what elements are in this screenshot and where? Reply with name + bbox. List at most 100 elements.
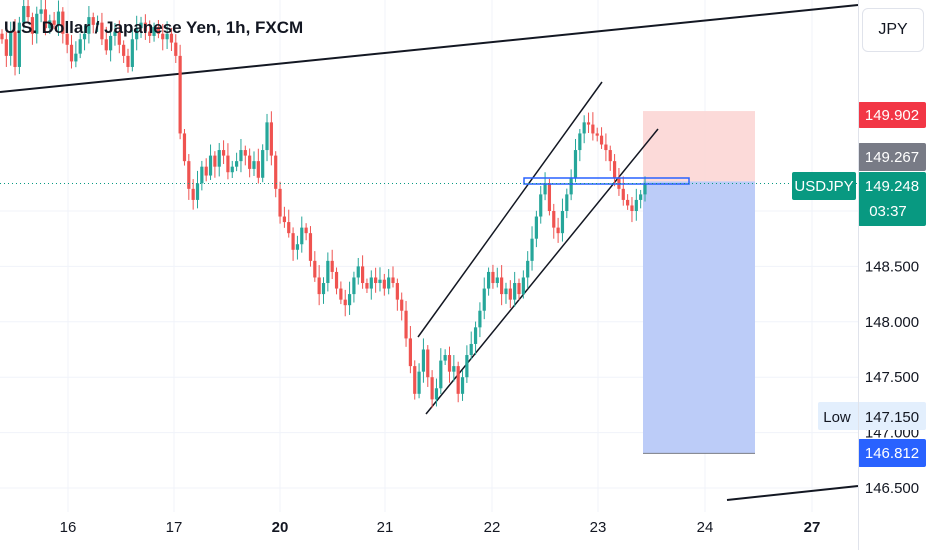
- candle-body: [330, 260, 334, 272]
- candle-body: [208, 155, 213, 176]
- candle-body: [274, 155, 278, 189]
- candle-body: [469, 343, 473, 356]
- candle-body: [321, 283, 326, 295]
- candle-body: [156, 27, 161, 34]
- target-price-tag-bg: [858, 439, 926, 467]
- stop-loss-zone: [643, 111, 755, 182]
- candle-body: [261, 150, 265, 178]
- candle-body: [569, 177, 573, 195]
- candle-body: [74, 53, 78, 62]
- candle-body: [243, 150, 247, 156]
- candle-body: [586, 122, 591, 125]
- candle-body: [404, 310, 408, 339]
- time-tick-label: 20: [272, 519, 289, 536]
- candle-body: [82, 33, 87, 40]
- candle-body: [69, 44, 74, 62]
- candle-body: [599, 135, 604, 145]
- candle-body: [465, 355, 469, 378]
- candle-body: [530, 238, 534, 261]
- chart-title: U.S. Dollar / Japanese Yen, 1h, FXCM: [4, 18, 304, 37]
- low-label: Low: [823, 409, 851, 426]
- candle-body: [152, 27, 156, 36]
- candle-body: [604, 144, 608, 151]
- candle-body: [178, 55, 182, 134]
- candle-body: [169, 33, 174, 43]
- candle-body: [426, 349, 430, 378]
- candle-body: [252, 161, 256, 169]
- candle-body: [174, 42, 178, 56]
- stop-price-tag-bg: [858, 102, 926, 128]
- candle-body: [239, 150, 243, 162]
- candle-body: [282, 216, 286, 223]
- upper-trendline: [0, 4, 859, 93]
- candle-body: [582, 122, 586, 134]
- candle-body: [334, 271, 339, 289]
- entry-price-tag-text: 149.267: [865, 149, 919, 166]
- candle-body: [26, 6, 30, 18]
- candle-body: [78, 39, 82, 54]
- countdown-text: 03:37: [869, 203, 907, 220]
- candle-body: [130, 39, 134, 67]
- candle-body: [347, 294, 352, 306]
- candle-body: [400, 299, 404, 311]
- candle-body: [534, 216, 538, 239]
- candle-body: [526, 260, 530, 278]
- candle-body: [486, 271, 491, 289]
- candle-body: [430, 377, 434, 400]
- candle-body: [369, 277, 373, 289]
- time-tick-label: 21: [377, 519, 394, 536]
- entry-price-tag-bg: [858, 143, 926, 171]
- candle-body: [473, 327, 478, 344]
- candle-body: [235, 161, 239, 167]
- candle-body: [91, 17, 95, 25]
- candle-body: [630, 205, 634, 211]
- candle-body: [343, 299, 347, 306]
- candle-body: [9, 31, 13, 56]
- candle-body: [291, 233, 295, 250]
- price-tick-label: 148.000: [865, 314, 919, 331]
- candle-body: [565, 194, 569, 211]
- candle-body: [22, 6, 26, 23]
- candle-body: [339, 288, 343, 300]
- candle-body: [391, 277, 395, 284]
- candle-body: [365, 283, 369, 289]
- candle-body: [556, 227, 560, 234]
- candle-body: [100, 22, 104, 40]
- candle-body: [478, 310, 482, 328]
- candle-body: [191, 188, 195, 200]
- currency-button[interactable]: JPY: [862, 8, 924, 52]
- candle-body: [508, 288, 512, 300]
- candle-body: [560, 211, 565, 234]
- candle-body: [248, 155, 252, 169]
- candle-body: [17, 22, 21, 67]
- time-axis: 16 17 20 21 22 23 24 27: [60, 519, 821, 536]
- candle-body: [547, 183, 552, 211]
- candle-body: [52, 20, 56, 25]
- candle-body: [595, 133, 599, 136]
- current-price-bg: [858, 172, 926, 226]
- candle-body: [500, 277, 504, 295]
- candle-body: [265, 122, 269, 151]
- candle-body: [117, 31, 121, 45]
- channel-lower-line: [425, 128, 659, 415]
- price-tick-label: 148.500: [865, 258, 919, 275]
- time-tick-label: 16: [60, 519, 77, 536]
- candle-body: [48, 20, 52, 29]
- candle-body: [0, 33, 4, 40]
- candle-body: [639, 194, 643, 200]
- candle-body: [200, 166, 204, 184]
- candle-body: [43, 9, 48, 29]
- candle-body: [195, 183, 200, 200]
- candle-body: [4, 39, 8, 56]
- stop-price-tag: 149.902: [858, 102, 926, 128]
- candle-body: [495, 277, 499, 284]
- candle-body: [213, 155, 217, 167]
- candle-body: [482, 288, 486, 311]
- candle-body: [109, 35, 113, 51]
- candle-body: [122, 44, 126, 56]
- low-price-tag: Low 147.150: [818, 402, 926, 430]
- candle-body: [573, 150, 578, 178]
- low-value: 147.150: [865, 409, 919, 426]
- candle-body: [187, 161, 191, 189]
